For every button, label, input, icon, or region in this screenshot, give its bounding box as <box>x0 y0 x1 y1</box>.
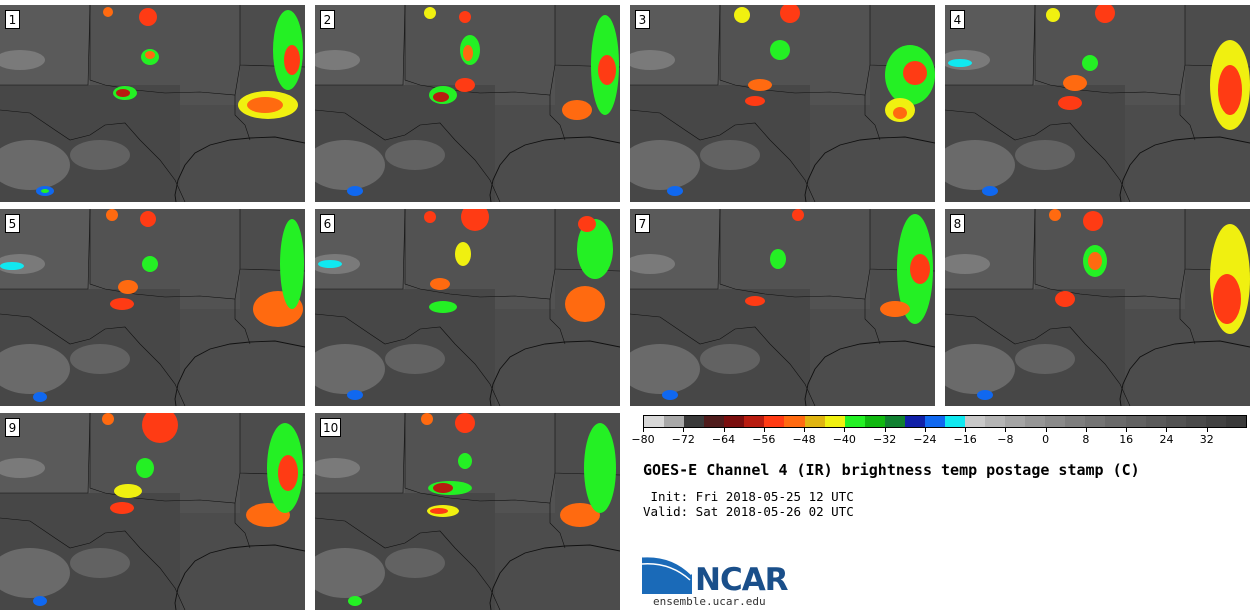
colorbar <box>643 415 1247 428</box>
colorbar-cell <box>985 416 1006 427</box>
colorbar-cell <box>864 416 885 427</box>
panel-label: 6 <box>320 214 335 233</box>
colorbar-tick-label: −40 <box>832 433 856 446</box>
colorbar-cell <box>664 416 685 427</box>
colorbar-tick <box>763 428 765 432</box>
ncar-logo-icon <box>642 554 694 594</box>
colorbar-tick <box>1005 428 1007 432</box>
panel-label: 3 <box>635 10 650 29</box>
colorbar-tick <box>1206 428 1208 432</box>
panel-label: 5 <box>5 214 20 233</box>
storms-2 <box>347 7 619 196</box>
plot-title: GOES-E Channel 4 (IR) brightness temp po… <box>643 461 1140 479</box>
colorbar-tick-label: −64 <box>711 433 736 446</box>
init-time: Init: Fri 2018-05-25 12 UTC <box>643 489 854 504</box>
colorbar-tick-label: −32 <box>872 433 897 446</box>
colorbar-tick-label: 0 <box>1042 433 1050 446</box>
colorbar-tick <box>1045 428 1047 432</box>
colorbar-cell <box>704 416 725 427</box>
colorbar-tick-label: −56 <box>752 433 776 446</box>
colorbar-cell <box>1125 416 1146 427</box>
storms-9 <box>33 413 303 606</box>
panel-label: 8 <box>950 214 965 233</box>
colorbar-cell <box>684 416 705 427</box>
storms-10 <box>348 413 616 606</box>
panel-label: 7 <box>635 214 650 233</box>
storms-4 <box>948 5 1250 196</box>
colorbar-cell <box>1145 416 1166 427</box>
colorbar-cell <box>1225 416 1246 427</box>
colorbar-tick <box>924 428 926 432</box>
colorbar-tick-label: −80 <box>631 433 655 446</box>
colorbar-cell <box>1025 416 1046 427</box>
colorbar-tick <box>723 428 725 432</box>
colorbar-cell <box>1085 416 1106 427</box>
colorbar-tick <box>804 428 806 432</box>
colorbar-cell <box>844 416 865 427</box>
storms-8 <box>977 209 1250 400</box>
storms-5 <box>0 209 304 402</box>
panel-label: 4 <box>950 10 965 29</box>
colorbar-cell <box>1165 416 1186 427</box>
colorbar-cell <box>764 416 785 427</box>
colorbar-cell <box>724 416 745 427</box>
ncar-logo-text: NCAR <box>695 562 789 598</box>
colorbar-cell <box>944 416 965 427</box>
colorbar-tick <box>884 428 886 432</box>
colorbar-tick <box>1085 428 1087 432</box>
storms-1 <box>36 7 303 196</box>
postage-stamp-6: 6 <box>315 209 620 406</box>
colorbar-tick <box>1166 428 1168 432</box>
panel-label: 1 <box>5 10 20 29</box>
panel-label: 2 <box>320 10 335 29</box>
colorbar-cell <box>1045 416 1066 427</box>
panel-label: 10 <box>320 418 342 437</box>
colorbar-tick-label: −8 <box>997 433 1014 446</box>
colorbar-cell <box>784 416 805 427</box>
panel-label: 9 <box>5 418 20 437</box>
colorbar-cell <box>744 416 765 427</box>
colorbar-cell <box>1105 416 1126 427</box>
postage-stamp-8: 8 <box>945 209 1250 406</box>
colorbar-cell <box>1205 416 1226 427</box>
postage-stamp-3: 3 <box>630 5 935 202</box>
colorbar-tick-label: −72 <box>671 433 695 446</box>
colorbar-tick-label: −48 <box>792 433 816 446</box>
storms-3 <box>667 5 935 196</box>
colorbar-tick <box>683 428 685 432</box>
colorbar-tick <box>965 428 967 432</box>
colorbar-tick-label: 16 <box>1119 433 1134 446</box>
colorbar-tick <box>1126 428 1128 432</box>
colorbar-tick-label: −16 <box>953 433 977 446</box>
colorbar-cell <box>904 416 925 427</box>
valid-time: Valid: Sat 2018-05-26 02 UTC <box>643 504 854 519</box>
colorbar-cell <box>884 416 905 427</box>
colorbar-cell <box>644 416 665 427</box>
colorbar-tick-label: 32 <box>1199 433 1214 446</box>
postage-stamp-4: 4 <box>945 5 1250 202</box>
site-url: ensemble.ucar.edu <box>653 595 766 608</box>
colorbar-tick-label: 24 <box>1159 433 1174 446</box>
colorbar-cell <box>824 416 845 427</box>
storms-6 <box>318 209 613 400</box>
storms-7 <box>662 209 933 400</box>
colorbar-tick-label: 8 <box>1082 433 1090 446</box>
colorbar-tick <box>643 428 644 432</box>
colorbar-cell <box>924 416 945 427</box>
colorbar-cell <box>1185 416 1206 427</box>
colorbar-tick <box>844 428 846 432</box>
colorbar-ticks: −80 −72 −64 −56 −48 −40 −32 −24 −16 −8 0 8 16 24 32 <box>631 428 1247 450</box>
colorbar-tick-label: −24 <box>913 433 937 446</box>
colorbar-cell <box>804 416 825 427</box>
colorbar-cell <box>1065 416 1086 427</box>
colorbar-cell <box>965 416 986 427</box>
colorbar-cell <box>1005 416 1026 427</box>
